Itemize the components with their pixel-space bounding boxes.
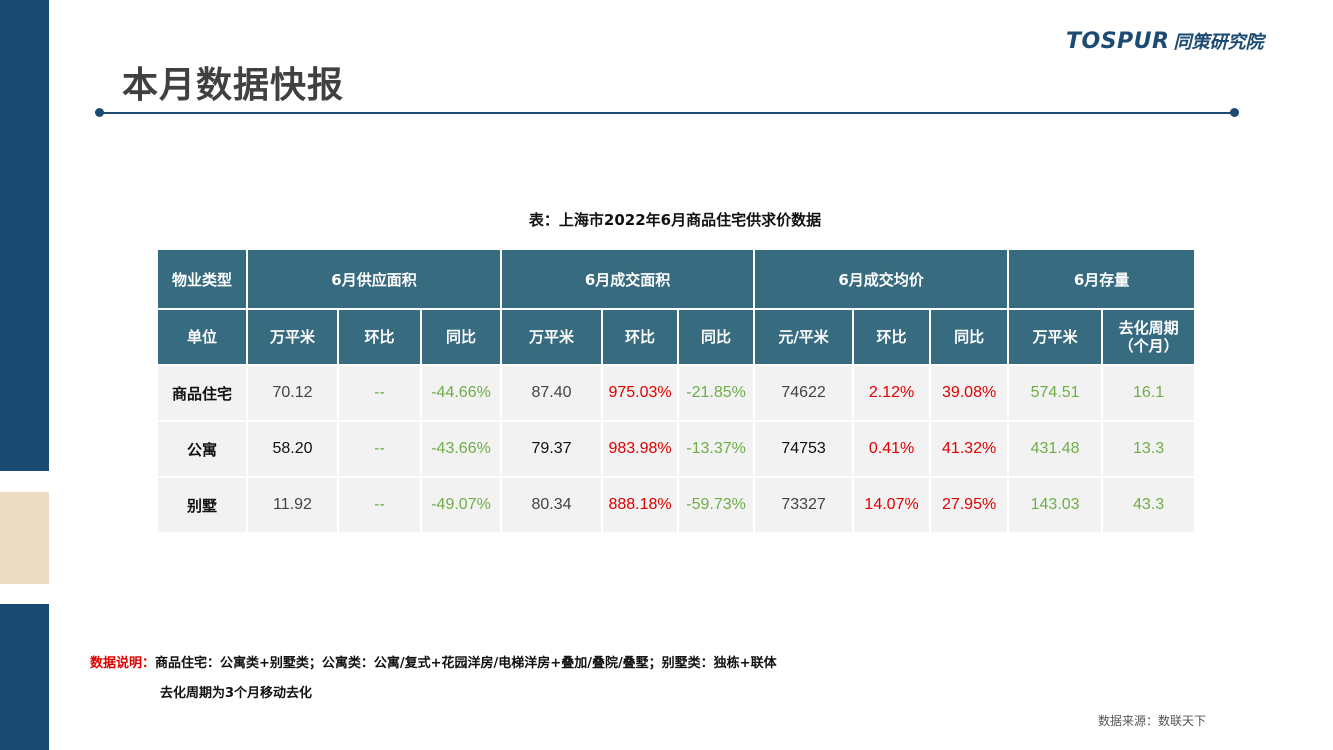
unit-header-deal-area: 万平米	[500, 308, 604, 366]
table-group-header-row: 物业类型 6月供应面积 6月成交面积 6月成交均价 6月存量	[156, 248, 1197, 310]
side-bar-top	[0, 0, 49, 471]
cell-supply-area: 58.20	[246, 420, 339, 478]
header-deal-area: 6月成交面积	[500, 248, 756, 310]
table-unit-header-row: 单位 万平米 环比 同比 万平米 环比 同比 元/平米 环比 同比 万平米 去化…	[156, 308, 1197, 366]
unit-header-supply-area: 万平米	[246, 308, 339, 366]
cell-supply-mom: --	[337, 476, 422, 534]
table-row: 商品住宅 70.12 -- -44.66% 87.40 975.03% -21.…	[156, 364, 1197, 422]
divider-dot-right	[1230, 108, 1239, 117]
row-label: 别墅	[156, 476, 248, 534]
cell-supply-yoy: -44.66%	[419, 364, 503, 422]
row-label: 商品住宅	[156, 364, 248, 422]
table-caption: 表：上海市2022年6月商品住宅供求价数据	[528, 211, 822, 229]
side-bar-bottom	[0, 604, 49, 750]
unit-header-supply-yoy: 同比	[419, 308, 503, 366]
cell-price-yoy: 41.32%	[929, 420, 1010, 478]
unit-header-stock: 万平米	[1007, 308, 1104, 366]
data-note-label: 数据说明：	[90, 656, 156, 671]
cell-price: 73327	[753, 476, 855, 534]
unit-header-label: 单位	[156, 308, 248, 366]
unit-header-price-mom: 环比	[852, 308, 932, 366]
cell-deal-area: 79.37	[500, 420, 604, 478]
header-avg-price: 6月成交均价	[753, 248, 1010, 310]
header-property-type: 物业类型	[156, 248, 248, 310]
cell-price-mom: 0.41%	[852, 420, 932, 478]
cell-supply-area: 11.92	[246, 476, 339, 534]
cell-supply-mom: --	[337, 364, 422, 422]
cell-price: 74622	[753, 364, 855, 422]
cell-stock: 143.03	[1007, 476, 1104, 534]
cell-deal-mom: 983.98%	[601, 420, 680, 478]
cell-supply-yoy: -49.07%	[419, 476, 503, 534]
cell-supply-area: 70.12	[246, 364, 339, 422]
cell-deal-area: 80.34	[500, 476, 604, 534]
cell-stock: 431.48	[1007, 420, 1104, 478]
cell-supply-mom: --	[337, 420, 422, 478]
divider-dot-left	[95, 108, 104, 117]
cell-deal-area: 87.40	[500, 364, 604, 422]
data-note: 数据说明：商品住宅：公寓类+别墅类；公寓类：公寓/复式+花园洋房/电梯洋房+叠加…	[90, 656, 777, 672]
unit-header-cycle-line2: （个月）	[1118, 337, 1179, 355]
data-note-line1: 商品住宅：公寓类+别墅类；公寓类：公寓/复式+花园洋房/电梯洋房+叠加/叠院/叠…	[155, 656, 777, 671]
header-supply-area: 6月供应面积	[245, 248, 503, 310]
cell-price: 74753	[753, 420, 855, 478]
unit-header-deal-yoy: 同比	[677, 308, 756, 366]
unit-header-cycle-line1: 去化周期	[1118, 319, 1179, 337]
cell-deal-yoy: -21.85%	[677, 364, 756, 422]
unit-header-cycle: 去化周期 （个月）	[1101, 308, 1197, 366]
cell-cycle: 16.1	[1101, 364, 1197, 422]
logo-chinese-name: 同策研究院	[1173, 32, 1264, 53]
unit-header-price-yoy: 同比	[929, 308, 1010, 366]
cell-cycle: 13.3	[1101, 420, 1197, 478]
cell-price-yoy: 27.95%	[929, 476, 1010, 534]
unit-header-supply-mom: 环比	[337, 308, 422, 366]
data-note-line2: 去化周期为3个月移动去化	[160, 686, 313, 701]
logo-wordmark: TOSPUR	[1066, 28, 1170, 54]
title-divider	[98, 112, 1236, 114]
table-row: 别墅 11.92 -- -49.07% 80.34 888.18% -59.73…	[156, 476, 1197, 534]
data-source: 数据来源：数联天下	[1098, 714, 1207, 728]
cell-deal-yoy: -13.37%	[677, 420, 756, 478]
cell-price-yoy: 39.08%	[929, 364, 1010, 422]
row-label: 公寓	[156, 420, 248, 478]
table-row: 公寓 58.20 -- -43.66% 79.37 983.98% -13.37…	[156, 420, 1197, 478]
cell-deal-mom: 888.18%	[601, 476, 680, 534]
unit-header-price: 元/平米	[753, 308, 855, 366]
cell-stock: 574.51	[1007, 364, 1104, 422]
header-stock: 6月存量	[1007, 248, 1197, 310]
cell-cycle: 43.3	[1101, 476, 1197, 534]
page-title: 本月数据快报	[122, 65, 345, 106]
cell-supply-yoy: -43.66%	[419, 420, 503, 478]
unit-header-deal-mom: 环比	[601, 308, 680, 366]
supply-demand-price-table: 物业类型 6月供应面积 6月成交面积 6月成交均价 6月存量 单位 万平米 环比…	[156, 248, 1197, 534]
cell-deal-yoy: -59.73%	[677, 476, 756, 534]
cell-price-mom: 14.07%	[852, 476, 932, 534]
cell-deal-mom: 975.03%	[601, 364, 680, 422]
side-bar-accent	[0, 492, 49, 584]
company-logo: TOSPUR 同策研究院	[1066, 26, 1263, 56]
cell-price-mom: 2.12%	[852, 364, 932, 422]
